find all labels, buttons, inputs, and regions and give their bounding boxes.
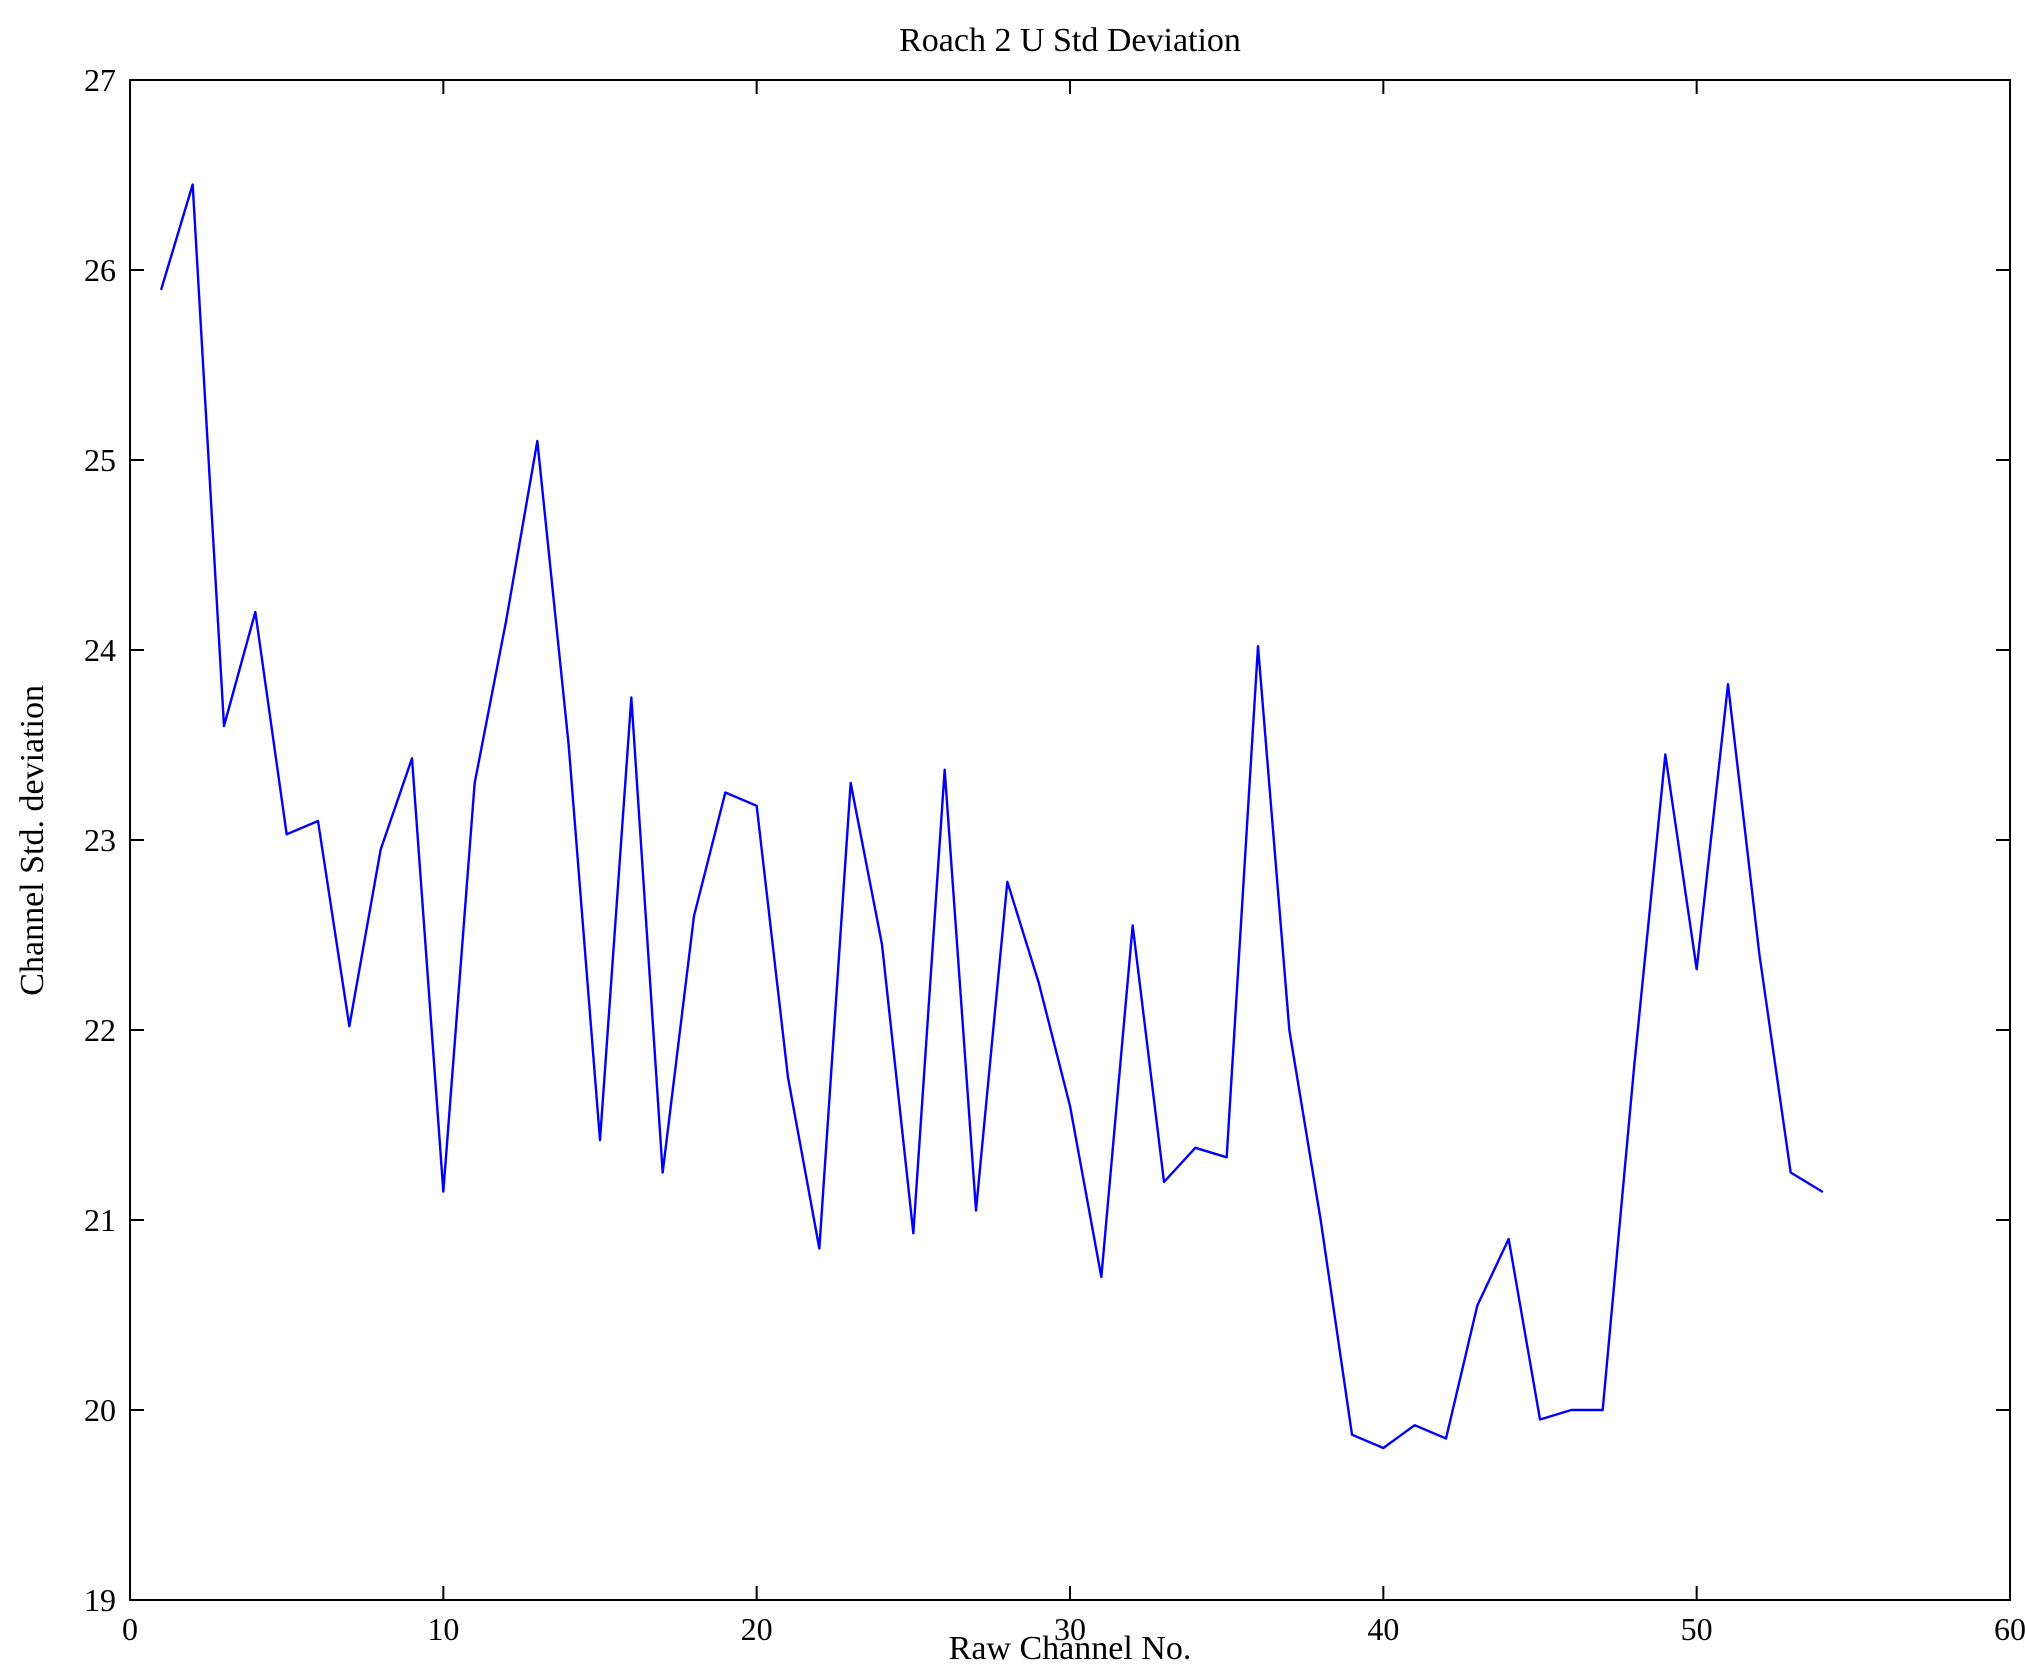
x-tick-label: 40 (1367, 1611, 1399, 1647)
x-tick-label: 10 (427, 1611, 459, 1647)
chart-title: Roach 2 U Std Deviation (899, 22, 1241, 59)
data-line (160, 183, 1824, 1450)
y-tick-label: 20 (84, 1392, 116, 1428)
y-tick-label: 27 (84, 62, 116, 98)
y-tick-label: 25 (84, 442, 116, 478)
y-tick-label: 19 (84, 1582, 116, 1618)
y-tick-label: 24 (84, 632, 116, 668)
y-tick-label: 23 (84, 822, 116, 858)
x-tick-label: 0 (122, 1611, 138, 1647)
y-tick-label: 22 (84, 1012, 116, 1048)
y-tick-label: 21 (84, 1202, 116, 1238)
x-axis-label: Raw Channel No. (948, 1630, 1192, 1667)
x-tick-label: 60 (1994, 1611, 2025, 1647)
x-tick-label: 30 (1054, 1611, 1086, 1647)
x-tick-label: 20 (741, 1611, 773, 1647)
x-tick-label: 50 (1681, 1611, 1713, 1647)
axes-box (129, 79, 2011, 1601)
y-tick-label: 26 (84, 252, 116, 288)
